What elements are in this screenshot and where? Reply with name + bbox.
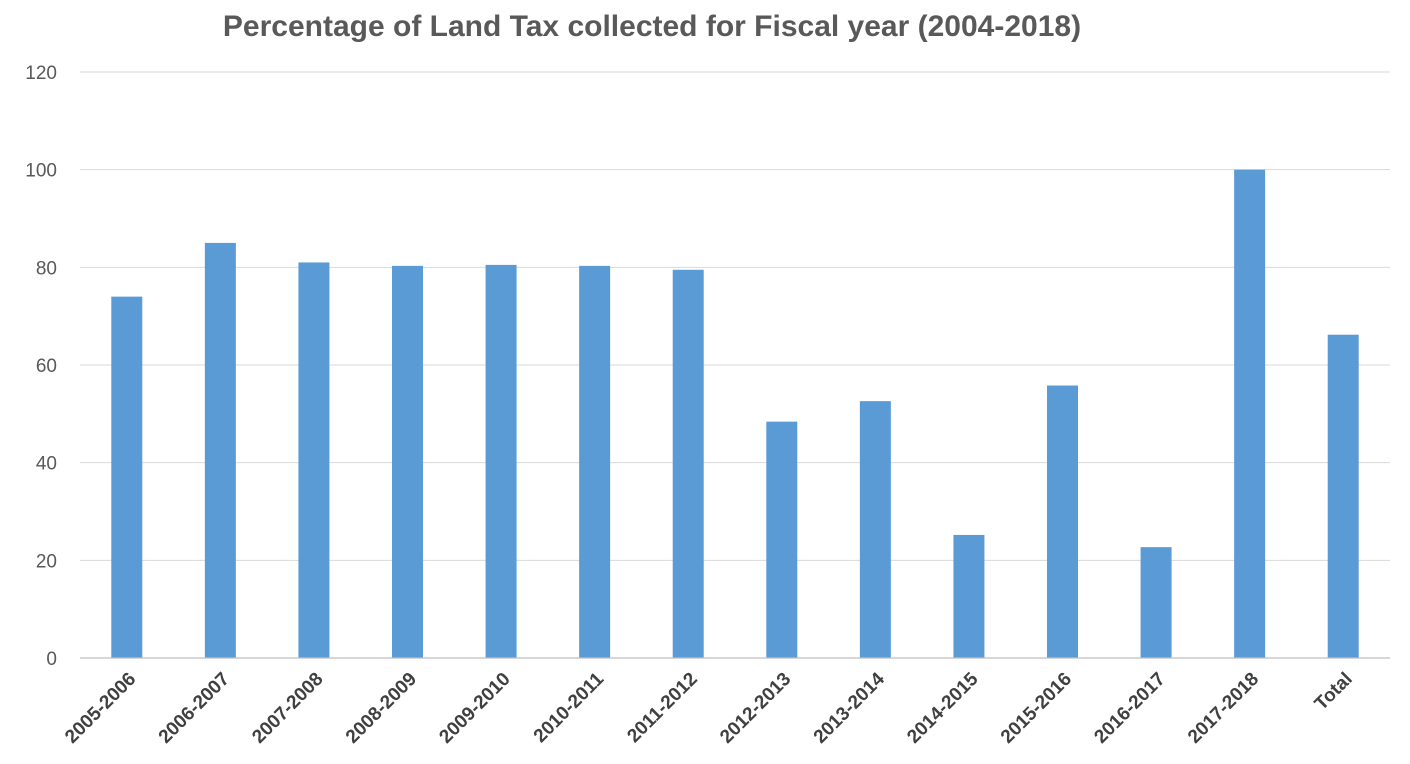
bar xyxy=(1234,169,1266,658)
bar xyxy=(1140,547,1172,658)
x-tick-label: 2010-2011 xyxy=(530,668,609,747)
bar xyxy=(1327,334,1359,658)
bar xyxy=(953,534,985,658)
gridlines xyxy=(80,71,1390,561)
x-tick-label: Total xyxy=(1311,669,1357,715)
x-axis-ticks: 2005-2006 2006-2007 2007-2008 2008-2009 2009… xyxy=(61,668,1357,747)
chart-title: Percentage of Land Tax collected for Fis… xyxy=(223,10,1081,43)
bars xyxy=(111,169,1359,658)
y-tick-label: 40 xyxy=(36,454,57,475)
bar xyxy=(1047,385,1078,658)
x-tick-label: 2009-2010 xyxy=(435,669,514,748)
y-tick-label: 60 xyxy=(36,356,57,377)
bar xyxy=(204,242,236,658)
x-tick-label: 2016-2017 xyxy=(1090,669,1169,748)
x-tick-label: 2015-2016 xyxy=(997,669,1076,748)
bar xyxy=(485,264,517,658)
bar xyxy=(392,265,423,658)
y-tick-label: 80 xyxy=(36,258,57,279)
y-tick-label: 0 xyxy=(46,649,57,670)
y-tick-label: 100 xyxy=(25,161,57,182)
bar xyxy=(111,296,143,658)
x-tick-label: 2008-2009 xyxy=(342,669,421,748)
x-tick-label: 2012-2013 xyxy=(716,669,795,748)
bar xyxy=(766,421,798,658)
bar xyxy=(859,401,891,658)
x-tick-label: 2017-2018 xyxy=(1184,669,1263,748)
y-tick-label: 20 xyxy=(36,551,57,572)
x-tick-label: 2011-2012 xyxy=(623,669,701,747)
y-axis-ticks: 0 20 40 60 80 100 120 xyxy=(25,63,57,670)
bar xyxy=(672,269,704,658)
x-tick-label: 2013-2014 xyxy=(810,668,889,747)
bar xyxy=(579,265,611,658)
x-tick-label: 2006-2007 xyxy=(155,669,234,748)
x-tick-label: 2005-2006 xyxy=(61,669,140,748)
y-tick-label: 120 xyxy=(25,63,57,84)
x-tick-label: 2007-2008 xyxy=(248,669,327,748)
bar xyxy=(298,262,330,658)
x-tick-label: 2014-2015 xyxy=(903,668,982,747)
